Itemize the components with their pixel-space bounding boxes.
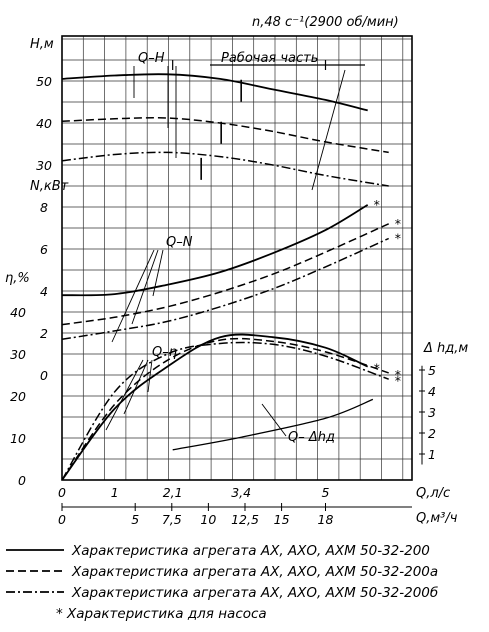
plot-frame — [61, 35, 413, 481]
efficiency-tick-label: 30 — [10, 347, 26, 362]
label-leader — [123, 359, 149, 415]
x-tick-label: 3,4 — [231, 485, 251, 500]
qh-curve-solid — [61, 73, 368, 112]
qdh-curve — [172, 398, 374, 451]
qn-curve-dashdot — [61, 237, 390, 341]
x-axis-label-ls: Q,л/с — [416, 486, 450, 501]
npsh-tick-label: 2 — [428, 426, 436, 441]
x2-tick-label: 12,5 — [231, 512, 259, 527]
power-tick-label: 6 — [40, 242, 48, 257]
pump-marker: * — [395, 373, 401, 388]
plot-border — [61, 35, 413, 481]
pump-marker: * — [395, 231, 401, 246]
x-axis-label-m3h: Q,м³/ч — [416, 511, 458, 526]
qeta-curve-solid — [61, 333, 369, 481]
chart-title: n,48 c⁻¹(2900 об/мин) — [252, 15, 399, 30]
legend-label-dashdot: Характеристика агрегата АХ, АХО, АХМ 50-… — [71, 585, 438, 601]
efficiency-tick-label: 10 — [10, 431, 26, 446]
head-tick-label: 50 — [36, 74, 52, 89]
qdh-curve-label: Q– Δhд — [288, 430, 335, 445]
curves — [61, 73, 390, 481]
label-leader — [311, 69, 346, 191]
npsh-tick-label: 5 — [428, 363, 436, 378]
working-range-label: Рабочая часть — [221, 51, 318, 66]
legend: Характеристика агрегата АХ, АХО, АХМ 50-… — [6, 543, 438, 601]
x2-tick-label: 0 — [58, 512, 66, 527]
legend-label-solid: Характеристика агрегата АХ, АХО, АХМ 50-… — [71, 543, 430, 559]
qh-curve-dashdot — [61, 151, 389, 187]
npsh-tick-label: 4 — [428, 384, 436, 399]
efficiency-tick-label: 20 — [10, 389, 26, 404]
efficiency-axis-label: η,% — [5, 271, 30, 286]
x-tick-label: 0 — [58, 485, 66, 500]
qn-curve-solid — [61, 204, 369, 297]
pump-marker: * — [374, 361, 380, 376]
x2-tick-label: 5 — [131, 512, 139, 527]
npsh-axis-label: Δ hд,м — [423, 341, 468, 356]
head-axis-label: H,м — [30, 37, 54, 52]
footnote: * Характеристика для насоса — [56, 606, 267, 622]
power-tick-label: 4 — [40, 284, 48, 299]
qn-curve-dashed — [61, 223, 390, 326]
qh-curve-label: Q–H — [138, 51, 165, 66]
qeta-curve-label: Q–η — [152, 345, 177, 360]
power-tick-label: 0 — [40, 368, 48, 383]
x2-tick-label: 18 — [318, 512, 334, 527]
npsh-tick-label: 3 — [428, 405, 436, 420]
head-tick-label: 30 — [36, 158, 52, 173]
qeta-curve-dashdot — [61, 341, 389, 481]
label-leader — [147, 359, 153, 393]
pump-marker: * — [374, 197, 380, 212]
qn-curve-label: Q–N — [166, 235, 193, 250]
power-tick-label: 8 — [40, 200, 48, 215]
power-axis-label: N,кВт — [30, 179, 69, 194]
npsh-tick-label: 1 — [428, 447, 436, 462]
efficiency-tick-label: 40 — [10, 305, 26, 320]
head-tick-label: 40 — [36, 116, 52, 131]
qeta-curve-dashed — [61, 337, 389, 481]
x2-tick-label: 15 — [274, 512, 290, 527]
efficiency-tick-label: 0 — [18, 473, 26, 488]
annotations: ****** — [105, 60, 401, 437]
pump-marker: * — [395, 367, 401, 382]
pump-marker: * — [395, 216, 401, 231]
label-leader — [105, 359, 144, 431]
power-tick-label: 2 — [40, 326, 48, 341]
x-tick-label: 1 — [111, 485, 119, 500]
label-leader — [111, 249, 155, 343]
label-leader — [261, 403, 287, 437]
x-tick-label: 2,1 — [163, 485, 183, 500]
label-leader — [152, 249, 164, 297]
legend-label-dashed: Характеристика агрегата АХ, АХО, АХМ 50-… — [71, 564, 438, 580]
x2-tick-label: 10 — [200, 512, 216, 527]
x2-tick-label: 7,5 — [162, 512, 182, 527]
label-leader — [131, 249, 159, 325]
x-tick-label: 5 — [322, 485, 330, 500]
